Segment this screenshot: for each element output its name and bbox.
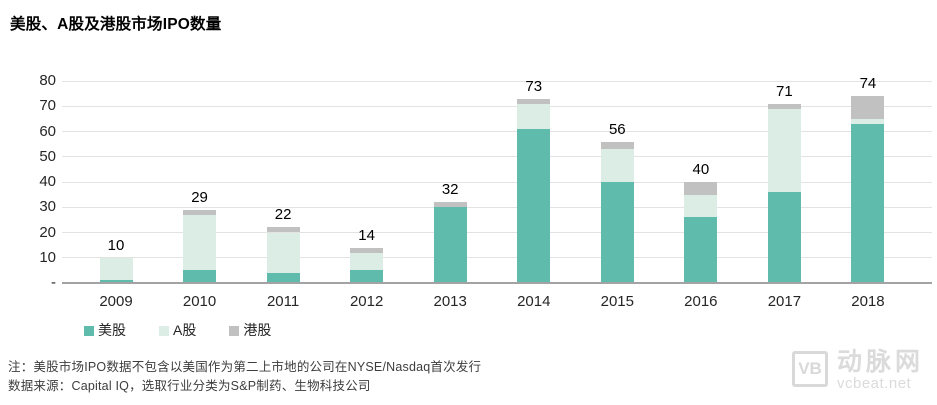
page-title: 美股、A股及港股市场IPO数量: [10, 16, 222, 33]
gridline: [62, 206, 932, 208]
watermark: VB 动脉网 vcbeat.net: [792, 344, 924, 392]
legend-swatch-icon: [229, 325, 240, 336]
bar-segment-美股: [350, 270, 384, 283]
legend-label: 美股: [98, 322, 126, 338]
vcbeat-logo-text: VB: [798, 359, 822, 378]
bar-segment-A股: [767, 108, 801, 193]
gridline: [62, 80, 932, 82]
legend-label: 港股: [243, 322, 272, 338]
gridline: [62, 181, 932, 183]
bar-segment-美股: [517, 128, 551, 283]
bar-segment-美股: [183, 270, 217, 283]
x-tick-label: 2010: [182, 293, 217, 310]
x-tick-label: 2015: [600, 293, 634, 310]
x-tick-label: 2016: [684, 293, 718, 310]
legend-swatch-icon: [159, 325, 169, 336]
bar-segment-港股: [600, 141, 634, 150]
bar-total-label: 22: [274, 206, 292, 224]
legend-label: A股: [173, 322, 197, 338]
bar-segment-A股: [183, 214, 217, 271]
bar-segment-美股: [433, 207, 467, 283]
bar-segment-美股: [266, 272, 300, 283]
legend-item-A股: A股: [159, 323, 196, 338]
y-tick-label: 20: [39, 223, 56, 241]
y-tick-label: -: [51, 274, 56, 291]
gridline: [62, 105, 932, 107]
gridline: [62, 131, 932, 132]
bar-segment-A股: [600, 149, 634, 182]
x-tick-label: 2011: [266, 293, 300, 310]
y-tick-label: 50: [39, 147, 56, 165]
y-tick-label: 10: [39, 248, 56, 266]
bar-segment-美股: [851, 123, 885, 283]
bar-segment-美股: [600, 182, 634, 283]
x-tick-label: 2014: [517, 293, 551, 310]
footnote-line-1: 注：美股市场IPO数据不包含以美国作为第二上市地的公司在NYSE/Nasdaq首…: [8, 360, 482, 374]
bar-segment-A股: [517, 103, 551, 129]
bar-total-label: 71: [776, 82, 793, 100]
brand-name: 动脉网: [837, 348, 925, 376]
y-tick-label: 80: [39, 72, 56, 89]
bar-total-label: 73: [525, 77, 543, 95]
bar-segment-A股: [851, 118, 885, 124]
y-tick-label: 70: [39, 97, 56, 115]
bar-total-label: 74: [859, 75, 877, 93]
bar-segment-港股: [183, 209, 217, 215]
gridline: [62, 232, 932, 233]
bar-segment-港股: [767, 103, 801, 109]
x-tick-label: 2012: [349, 293, 384, 310]
bar-segment-港股: [851, 96, 885, 119]
x-tick-label: 2009: [99, 293, 133, 310]
x-tick-label: 2013: [433, 293, 467, 310]
bar-segment-A股: [266, 232, 300, 273]
legend: 美股 A股 港股: [84, 323, 271, 338]
bar-total-label: 29: [191, 188, 208, 206]
bar-segment-港股: [517, 98, 551, 104]
footnote-line-2: 数据来源：Capital IQ，选取行业分类为S&P制药、生物科技公司: [8, 379, 371, 393]
legend-swatch-icon: [84, 325, 94, 336]
bar-segment-港股: [350, 247, 384, 253]
site-name: vcbeat.net: [837, 375, 912, 392]
bar-segment-美股: [767, 192, 801, 283]
bar-total-label: 40: [692, 161, 710, 178]
y-tick-label: 40: [39, 173, 56, 190]
bar-segment-港股: [684, 182, 718, 195]
bar-segment-港股: [266, 227, 300, 233]
bar-segment-A股: [350, 252, 384, 271]
x-tick-label: 2018: [851, 293, 885, 310]
bar-segment-A股: [684, 194, 718, 218]
bar-total-label: 56: [608, 120, 626, 138]
x-tick-label: 2017: [767, 293, 802, 310]
y-tick-label: 60: [39, 122, 56, 140]
bar-segment-美股: [99, 280, 133, 283]
gridline: [62, 156, 932, 158]
bar-total-label: 10: [107, 236, 125, 254]
vcbeat-logo-icon: VB: [792, 351, 828, 387]
bar-segment-港股: [433, 202, 467, 208]
legend-item-港股: 港股: [229, 323, 271, 338]
bar-total-label: 32: [441, 181, 459, 199]
y-tick-label: 30: [39, 198, 56, 216]
bar-segment-A股: [99, 257, 133, 281]
bar-total-label: 14: [358, 226, 375, 244]
bar-segment-美股: [684, 217, 718, 283]
legend-item-美股: 美股: [84, 323, 126, 338]
gridline: [62, 257, 932, 259]
watermark-text: 动脉网 vcbeat.net: [837, 344, 924, 392]
x-axis-line: [62, 282, 932, 284]
